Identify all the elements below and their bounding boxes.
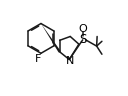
Polygon shape [41,24,61,53]
Text: O: O [78,24,87,34]
Text: S: S [79,33,86,46]
Text: N: N [66,56,74,66]
Text: F: F [34,54,41,64]
